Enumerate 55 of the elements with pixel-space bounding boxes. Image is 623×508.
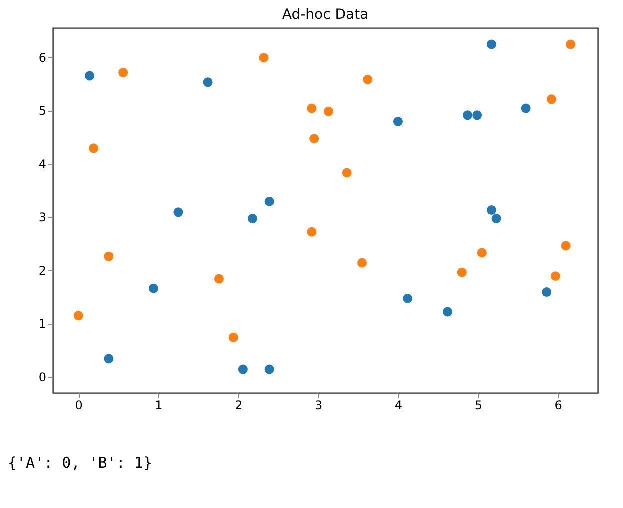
point [486,206,496,215]
point [89,144,98,154]
point [74,311,84,320]
y-tick-label: 2 [38,264,46,278]
point [264,196,274,206]
point [363,74,373,84]
point [214,274,224,284]
point [310,134,320,144]
point [358,258,368,268]
point [463,110,472,120]
x-tick-label: 1 [155,398,163,412]
point [477,248,487,258]
y-tick-label: 4 [38,157,46,172]
point [403,294,413,304]
x-tick-label: 3 [314,398,323,412]
point [148,284,158,294]
point [324,106,334,116]
point [118,68,128,78]
point [307,104,317,114]
point [566,40,576,50]
point [104,252,114,262]
point [259,53,269,63]
point [561,241,571,251]
x-tick-label: 4 [394,398,403,412]
x-tick-label: 2 [235,398,243,412]
point [443,307,453,317]
point [457,268,467,278]
point [521,104,531,114]
point [104,354,114,364]
point [492,214,502,224]
y-tick-label: 0 [38,370,46,385]
x-tick-label: 5 [474,398,482,412]
text: {'A': 0, 'B': 1} [8,454,152,472]
point [238,364,248,374]
point [472,110,482,120]
point [264,364,274,374]
point [85,71,95,81]
point [486,40,496,50]
point [342,168,352,178]
y-tick-label: 1 [38,317,46,332]
x-tick-label: 0 [75,398,83,412]
y-tick-label: 3 [38,210,46,225]
point [174,208,184,218]
point [307,227,317,237]
y-tick-label: 5 [38,104,46,118]
x-tick-label: 6 [554,398,562,412]
point [248,214,258,224]
point [542,288,552,298]
point [228,332,238,342]
point [546,94,556,104]
y-tick-label: 6 [38,50,46,65]
point [203,78,213,88]
chart-title: Ad-hoc Data [282,7,369,23]
point [550,272,560,282]
point [393,117,403,127]
